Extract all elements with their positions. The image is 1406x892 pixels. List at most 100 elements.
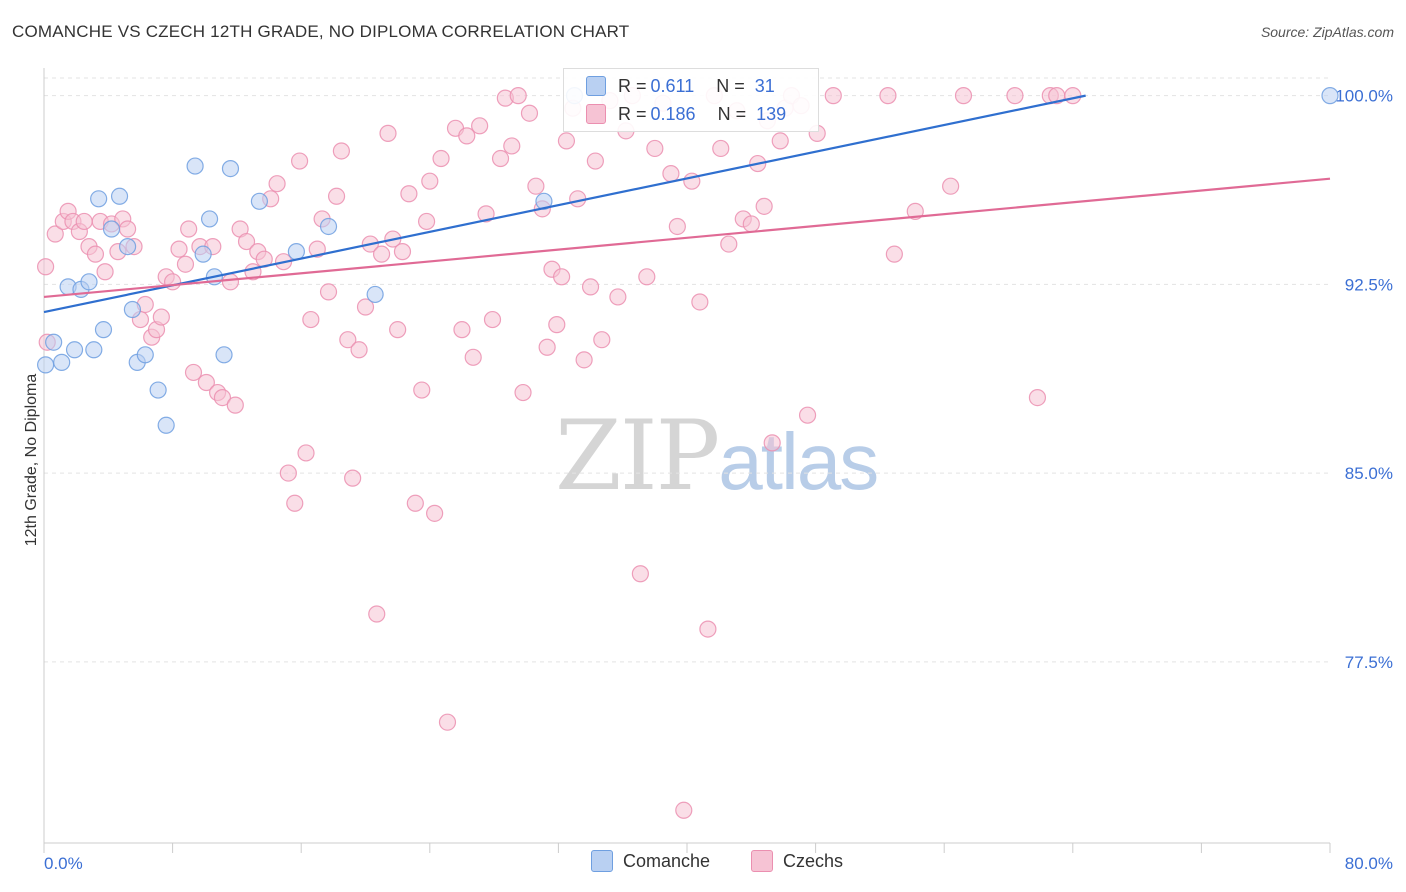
- data-point-comanche: [1321, 87, 1339, 105]
- data-point-czechs: [118, 220, 137, 238]
- y-tick-label: 92.5%: [1345, 275, 1393, 294]
- data-point-comanche: [37, 356, 55, 374]
- data-point-comanche: [319, 217, 338, 236]
- data-point-comanche: [250, 192, 269, 210]
- data-point-czechs: [368, 605, 386, 623]
- legend-n-value-comanche: 31: [754, 75, 775, 96]
- watermark-atlas: atlas: [718, 417, 879, 506]
- legend-r-value-czechs: 0.186: [650, 103, 696, 124]
- data-point-czechs: [332, 142, 350, 160]
- data-point-czechs: [75, 212, 93, 231]
- series-swatch-czechs: [751, 850, 773, 872]
- legend-r-value-comanche: 0.611: [650, 75, 695, 96]
- data-point-comanche: [118, 238, 137, 256]
- data-point-comanche: [221, 159, 240, 178]
- data-point-czechs: [662, 165, 680, 183]
- data-point-czechs: [1064, 87, 1082, 105]
- data-point-czechs: [96, 263, 114, 281]
- trend-line-comanche: [43, 94, 1086, 314]
- data-point-czechs: [553, 268, 571, 286]
- data-point-comanche: [366, 285, 384, 304]
- series-label-czechs: Czechs: [783, 850, 844, 871]
- data-point-czechs: [393, 243, 412, 261]
- data-point-czechs: [503, 137, 521, 155]
- data-point-czechs: [197, 373, 215, 392]
- data-point-czechs: [339, 331, 357, 349]
- series-swatch-comanche: [591, 850, 613, 872]
- data-point-comanche: [123, 300, 142, 319]
- data-point-comanche: [194, 245, 212, 263]
- data-point-czechs: [824, 87, 842, 105]
- data-point-czechs: [308, 240, 326, 258]
- data-point-comanche: [287, 243, 305, 261]
- data-point-czechs: [344, 469, 362, 487]
- data-point-czechs: [575, 351, 593, 369]
- data-point-czechs: [798, 406, 817, 424]
- source-label: Source: ZipAtlas.com: [1260, 24, 1394, 40]
- data-point-comanche: [157, 416, 175, 434]
- data-point-czechs: [514, 383, 532, 402]
- data-point-comanche: [186, 157, 204, 175]
- data-point-czechs: [631, 565, 649, 583]
- data-point-czechs: [593, 331, 611, 349]
- data-point-czechs: [213, 388, 232, 407]
- data-point-czechs: [184, 363, 203, 382]
- data-point-czechs: [1028, 388, 1047, 407]
- data-point-czechs: [458, 127, 476, 145]
- data-point-czechs: [538, 338, 556, 356]
- data-point-comanche: [65, 341, 84, 359]
- series-legend: Comanche Czechs: [0, 850, 1406, 880]
- x-tick-label: 0.0%: [44, 854, 83, 873]
- data-point-czechs: [879, 87, 897, 105]
- legend-r-label: R =: [618, 75, 647, 96]
- data-point-czechs: [1006, 87, 1024, 105]
- data-point-comanche: [45, 333, 63, 351]
- data-point-czechs: [432, 149, 450, 168]
- data-point-czechs: [86, 245, 105, 263]
- trend-line-czechs: [43, 177, 1331, 299]
- data-point-czechs: [691, 293, 709, 311]
- data-point-czechs: [954, 87, 973, 105]
- correlation-legend: R = 0.611 N = 31 R = 0.186 N = 139: [563, 68, 819, 132]
- watermark-zip: ZIP: [555, 400, 720, 512]
- legend-swatch-czechs: [586, 104, 606, 124]
- data-point-czechs: [268, 175, 286, 193]
- data-point-czechs: [297, 444, 315, 462]
- data-point-czechs: [471, 117, 489, 135]
- data-point-comanche: [136, 346, 154, 364]
- data-point-czechs: [586, 152, 604, 170]
- data-point-czechs: [509, 87, 527, 105]
- data-point-czechs: [37, 258, 55, 276]
- data-point-czechs: [279, 464, 297, 482]
- data-point-czechs: [413, 381, 431, 399]
- data-point-czechs: [668, 217, 686, 236]
- data-point-czechs: [327, 187, 346, 205]
- data-point-czechs: [581, 278, 600, 296]
- data-point-comanche: [80, 273, 98, 291]
- data-point-czechs: [742, 215, 760, 233]
- data-point-czechs: [483, 310, 502, 329]
- chart-title: COMANCHE VS CZECH 12TH GRADE, NO DIPLOMA…: [12, 22, 630, 41]
- data-point-comanche: [94, 321, 113, 339]
- legend-swatch-comanche: [586, 76, 606, 96]
- x-tick-label: 80.0%: [1345, 854, 1393, 873]
- y-tick-label: 100.0%: [1335, 87, 1393, 106]
- data-point-comanche: [102, 220, 121, 238]
- series-legend-czechs[interactable]: Czechs: [751, 850, 843, 872]
- data-point-czechs: [389, 321, 407, 339]
- data-point-czechs: [638, 268, 656, 286]
- legend-n-label: N =: [717, 103, 747, 124]
- series-legend-comanche[interactable]: Comanche: [591, 850, 710, 872]
- data-point-czechs: [464, 348, 482, 366]
- data-point-czechs: [453, 321, 471, 339]
- data-point-czechs: [176, 255, 195, 273]
- data-point-czechs: [477, 205, 495, 223]
- data-point-czechs: [180, 220, 198, 238]
- data-point-comanche: [535, 192, 553, 210]
- data-point-czechs: [569, 190, 587, 208]
- data-point-czechs: [548, 316, 566, 334]
- data-point-czechs: [319, 283, 338, 301]
- data-point-comanche: [90, 190, 108, 208]
- data-point-comanche: [53, 353, 71, 371]
- data-point-czechs: [290, 152, 309, 170]
